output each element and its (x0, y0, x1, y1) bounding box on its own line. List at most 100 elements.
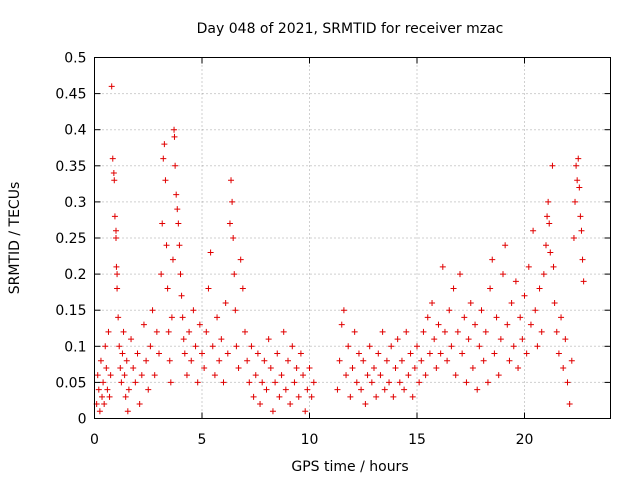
data-point (147, 343, 154, 350)
data-point (495, 372, 502, 379)
data-point (230, 235, 237, 241)
data-point (176, 242, 183, 249)
data-point (347, 393, 354, 400)
x-tick-label: 20 (516, 432, 534, 448)
data-point (235, 364, 242, 371)
data-point (390, 393, 397, 400)
data-point (418, 357, 425, 364)
data-point (113, 227, 119, 234)
data-point (366, 343, 373, 350)
data-point (194, 379, 201, 386)
data-point (521, 292, 528, 299)
data-point (149, 307, 156, 314)
data-point (229, 198, 236, 205)
y-tick-label: 0.05 (55, 375, 86, 391)
data-point (381, 386, 388, 393)
data-point (411, 364, 418, 371)
data-point (525, 263, 532, 270)
data-point (224, 350, 231, 357)
data-point (435, 321, 442, 328)
data-point (497, 336, 504, 343)
data-point (300, 372, 307, 379)
data-point (96, 408, 103, 415)
data-point (433, 364, 440, 371)
data-point (517, 314, 524, 321)
data-point (491, 350, 498, 357)
data-point (113, 235, 119, 241)
data-point (394, 336, 401, 343)
data-points (93, 83, 587, 415)
data-point (295, 393, 302, 400)
x-tick-label: 0 (90, 432, 99, 448)
y-tick-label: 0 (78, 412, 87, 428)
data-point (532, 307, 539, 314)
data-point (519, 336, 526, 343)
data-point (401, 386, 408, 393)
data-point (392, 364, 399, 371)
data-point (172, 162, 179, 169)
data-point (546, 220, 553, 227)
data-point (360, 357, 367, 364)
data-point (125, 386, 132, 393)
data-point (205, 285, 212, 292)
data-point (560, 364, 567, 371)
data-point (530, 227, 537, 234)
data-point (549, 162, 556, 169)
data-point (512, 278, 519, 285)
data-point (439, 263, 446, 270)
data-point (377, 372, 384, 379)
data-point (153, 328, 160, 335)
data-point (199, 350, 205, 357)
data-point (579, 256, 586, 263)
data-point (130, 364, 137, 371)
data-point (349, 364, 356, 371)
data-point (178, 292, 185, 299)
data-point (113, 263, 120, 270)
data-point (132, 379, 139, 386)
data-point (437, 350, 444, 357)
data-point (274, 350, 281, 357)
data-point (97, 357, 104, 364)
data-point (502, 242, 509, 249)
data-point (420, 328, 427, 335)
data-point (534, 343, 541, 350)
data-point (181, 350, 188, 357)
data-point (237, 256, 244, 263)
data-point (257, 401, 264, 408)
data-point (160, 155, 167, 162)
data-point (574, 177, 581, 184)
data-point (183, 372, 190, 379)
data-point (158, 271, 165, 278)
data-point (280, 328, 287, 335)
data-point (564, 379, 571, 386)
data-point (177, 271, 184, 278)
x-tick-label: 15 (408, 432, 426, 448)
data-point (248, 343, 255, 350)
data-point (310, 379, 317, 386)
data-point (117, 364, 124, 371)
data-point (414, 343, 420, 350)
data-point (553, 328, 560, 335)
y-tick-label: 0.3 (64, 195, 86, 211)
data-point (190, 307, 197, 314)
data-point (336, 357, 343, 364)
data-point (192, 343, 199, 350)
data-point (102, 343, 109, 350)
data-point (171, 126, 178, 133)
y-tick-label: 0.25 (55, 231, 86, 247)
data-point (166, 357, 173, 364)
data-point (145, 386, 152, 393)
data-point (476, 343, 483, 350)
data-point (340, 307, 347, 314)
data-point (263, 386, 270, 393)
data-point (527, 321, 534, 328)
data-point (368, 379, 375, 386)
data-point (104, 386, 111, 393)
data-point (168, 314, 175, 321)
data-point (163, 242, 170, 249)
data-point (109, 155, 116, 162)
data-point (353, 379, 360, 386)
data-point (164, 285, 171, 292)
data-point (373, 393, 380, 400)
